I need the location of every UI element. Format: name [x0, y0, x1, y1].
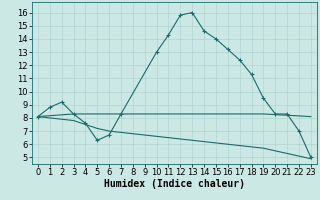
X-axis label: Humidex (Indice chaleur): Humidex (Indice chaleur) — [104, 179, 245, 189]
